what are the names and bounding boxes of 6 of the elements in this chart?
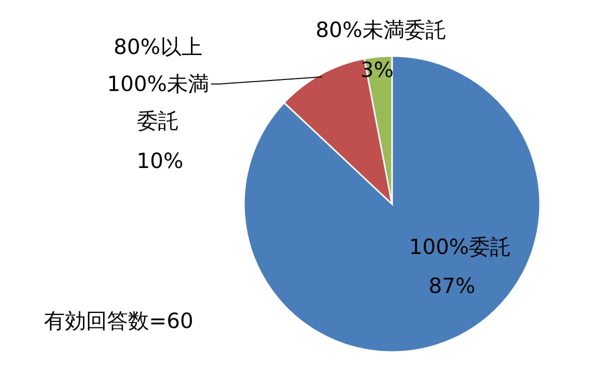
data-label: 10% [136,149,184,173]
slice-label: 80%以上100%未満委託 [106,35,210,133]
text: 有効回答数=60 [44,309,194,333]
data-label: 87% [428,274,476,298]
slice-label: 80%未満委託 [316,18,446,42]
slice-label: 100%委託 [408,235,512,259]
